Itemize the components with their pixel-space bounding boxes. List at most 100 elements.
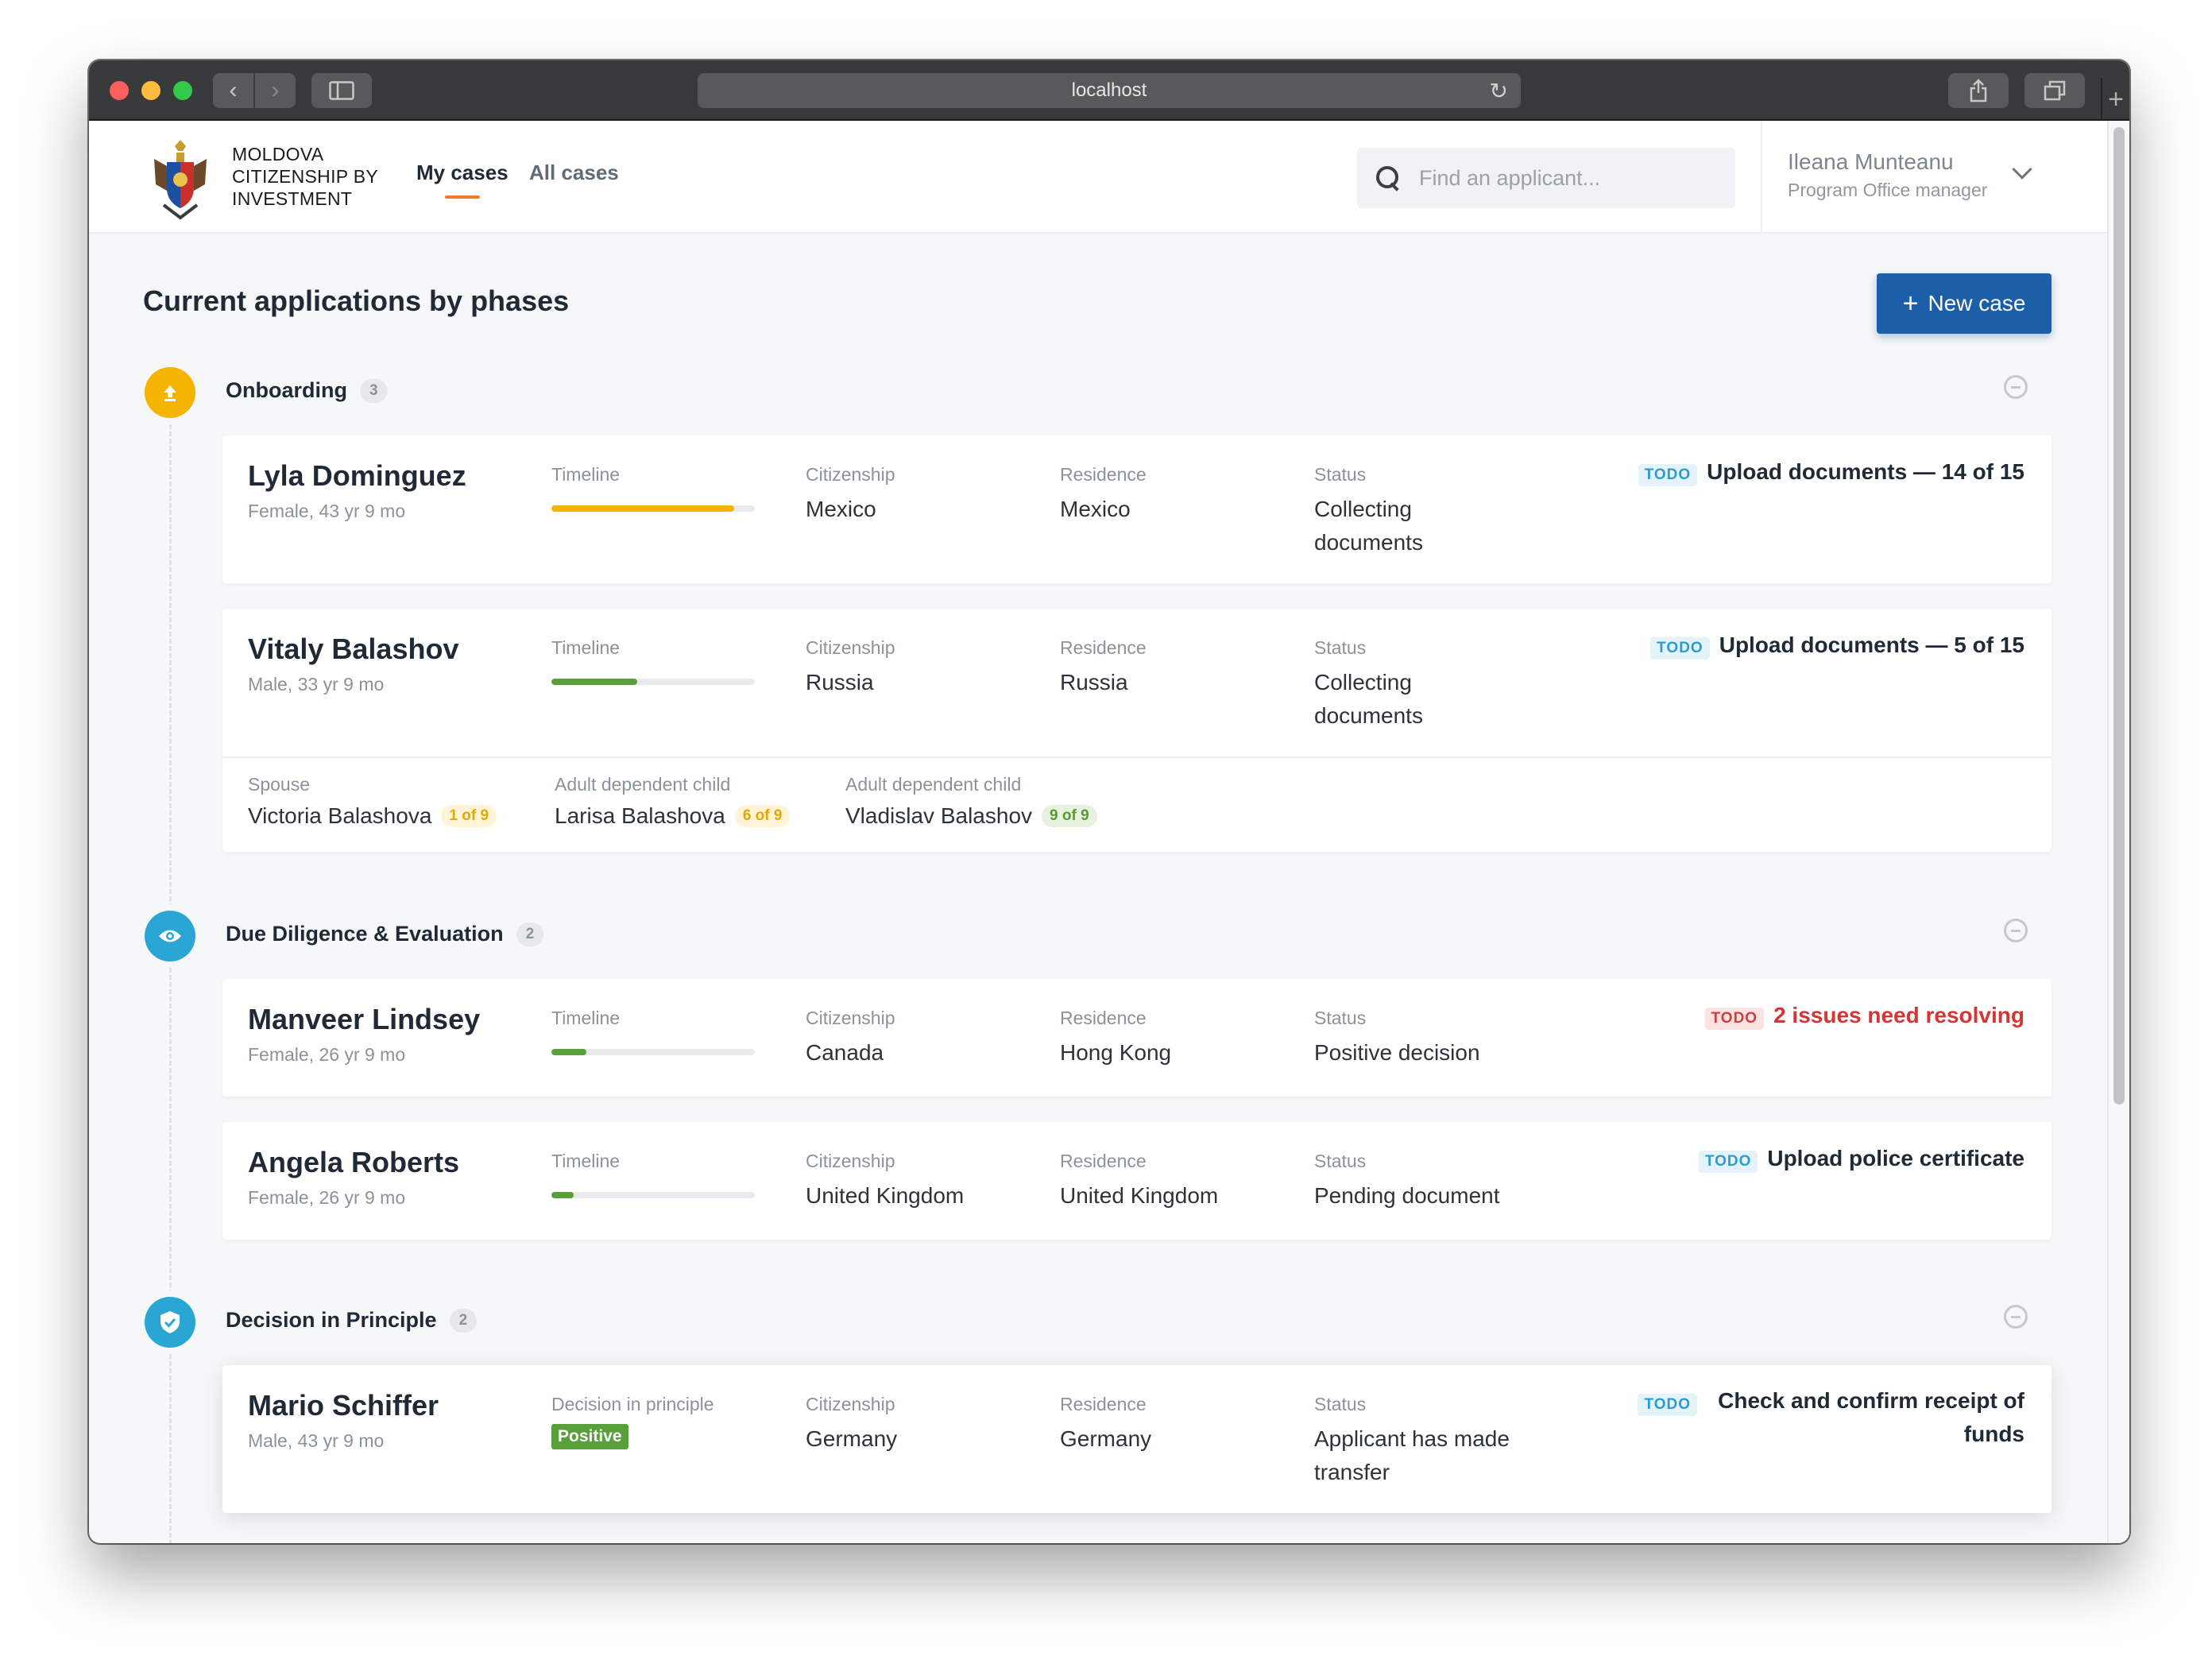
todo-text: Upload police certificate: [1767, 1146, 2024, 1170]
status-value: Collecting documents: [1314, 497, 1423, 555]
todo-action[interactable]: TODO Check and confirm receipt of funds: [1611, 1388, 2024, 1451]
dependent-label: Adult dependent child: [845, 774, 1022, 795]
applicant-name[interactable]: Manveer Lindsey: [248, 1003, 481, 1035]
dependent-child[interactable]: Adult dependent child Vladislav Balashov…: [845, 774, 1097, 829]
sidebar-toggle-button[interactable]: [311, 73, 372, 108]
plus-icon: +: [1902, 288, 1919, 319]
nav-my-cases[interactable]: My cases: [416, 161, 509, 199]
todo-text: Upload documents — 5 of 15: [1719, 633, 2024, 657]
todo-action[interactable]: TODO Upload documents — 14 of 15: [1638, 459, 2024, 486]
timeline-progress-fill: [551, 1192, 574, 1198]
dependent-progress-badge: 1 of 9: [441, 805, 497, 827]
history-nav: ‹ ›: [213, 73, 296, 108]
citizenship-value: Germany: [806, 1426, 898, 1451]
applicant-details: Female, 26 yr 9 mo: [248, 1044, 406, 1065]
citizenship-value: United Kingdom: [806, 1183, 965, 1208]
search-icon: [1375, 164, 1402, 192]
new-case-button[interactable]: + New case: [1877, 273, 2052, 334]
status-value: Positive decision: [1314, 1040, 1480, 1065]
case-card[interactable]: Lyla Dominguez Female, 43 yr 9 mo Timeli…: [222, 435, 2052, 583]
citizenship-value: Mexico: [806, 497, 876, 521]
close-window-button[interactable]: [110, 81, 129, 100]
search-input[interactable]: [1419, 165, 1721, 191]
user-name: Ileana Munteanu: [1788, 149, 1954, 174]
user-menu[interactable]: Ileana Munteanu Program Office manager: [1761, 121, 2047, 234]
applicant-name[interactable]: Lyla Dominguez: [248, 459, 466, 492]
decision-label: Decision in principle: [551, 1394, 714, 1414]
citizenship-label: Citizenship: [806, 637, 895, 658]
brand-line: INVESTMENT: [232, 188, 353, 209]
dependent-progress-badge: 9 of 9: [1042, 805, 1097, 827]
phase-name: Decision in Principle: [226, 1308, 437, 1332]
timeline-progress-fill: [551, 505, 735, 512]
todo-text: Check and confirm receipt of funds: [1718, 1388, 2024, 1446]
app-header: MOLDOVA CITIZENSHIP BY INVESTMENT My cas…: [89, 121, 2107, 234]
phase-title-due-diligence: Due Diligence & Evaluation 2: [226, 922, 544, 946]
timeline-progress-bar: [551, 1192, 755, 1198]
timeline-progress-fill: [551, 679, 637, 685]
dependent-child[interactable]: Adult dependent child Larisa Balashova 6…: [555, 774, 791, 829]
applicant-name[interactable]: Mario Schiffer: [248, 1389, 439, 1422]
url-text: localhost: [1071, 79, 1147, 101]
timeline-progress-fill: [551, 1049, 586, 1055]
forward-arrow-icon[interactable]: ›: [271, 77, 280, 103]
collapse-phase-icon[interactable]: [2004, 375, 2028, 399]
dependent-label: Adult dependent child: [555, 774, 731, 795]
applicant-name[interactable]: Angela Roberts: [248, 1146, 460, 1178]
upload-icon: [145, 367, 195, 418]
address-bar[interactable]: localhost ↻: [698, 73, 1521, 108]
back-arrow-icon[interactable]: ‹: [229, 77, 238, 103]
dependent-label: Spouse: [248, 774, 311, 795]
residence-label: Residence: [1060, 464, 1147, 485]
phase-count-badge: 2: [516, 922, 544, 946]
applicant-details: Female, 43 yr 9 mo: [248, 501, 406, 521]
nav-all-cases[interactable]: All cases: [529, 161, 619, 184]
residence-value: Russia: [1060, 670, 1128, 695]
applicant-details: Male, 43 yr 9 mo: [248, 1430, 385, 1451]
timeline-progress-bar: [551, 505, 755, 512]
citizenship-label: Citizenship: [806, 1008, 895, 1028]
todo-action[interactable]: TODO Upload police certificate: [1698, 1146, 2024, 1173]
citizenship-value: Canada: [806, 1040, 884, 1065]
todo-badge: TODO: [1650, 637, 1710, 660]
share-button[interactable]: [1948, 73, 2009, 108]
share-icon: [1970, 79, 1987, 103]
case-card[interactable]: Mario Schiffer Male, 43 yr 9 mo Decision…: [222, 1365, 2052, 1513]
sidebar-icon: [329, 81, 354, 100]
case-card[interactable]: Manveer Lindsey Female, 26 yr 9 mo Timel…: [222, 979, 2052, 1097]
timeline-label: Timeline: [551, 1008, 621, 1028]
reload-icon[interactable]: ↻: [1489, 79, 1508, 103]
status-label: Status: [1314, 637, 1367, 658]
phase-title-onboarding: Onboarding 3: [226, 378, 388, 403]
todo-action[interactable]: TODO Upload documents — 5 of 15: [1650, 633, 2024, 660]
collapse-phase-icon[interactable]: [2004, 1305, 2028, 1329]
brand-line: MOLDOVA: [232, 144, 324, 164]
status-label: Status: [1314, 1394, 1367, 1414]
phase-title-decision-in-principle: Decision in Principle 2: [226, 1308, 478, 1333]
shield-check-icon: [145, 1297, 195, 1348]
chevron-down-icon[interactable]: [2012, 159, 2032, 180]
minimize-window-button[interactable]: [141, 81, 160, 100]
timeline-label: Timeline: [551, 637, 621, 658]
dependents-row: Spouse Victoria Balashova 1 of 9 Adult d…: [222, 756, 2052, 852]
applicant-details: Male, 33 yr 9 mo: [248, 674, 385, 695]
brand-line: CITIZENSHIP BY: [232, 166, 378, 187]
todo-action[interactable]: TODO 2 issues need resolving: [1704, 1003, 2024, 1030]
applicant-name[interactable]: Vitaly Balashov: [248, 633, 459, 665]
dependent-spouse[interactable]: Spouse Victoria Balashova 1 of 9: [248, 774, 497, 829]
zoom-window-button[interactable]: [173, 81, 192, 100]
new-tab-button[interactable]: +: [2101, 78, 2129, 121]
status-value: Pending document: [1314, 1183, 1500, 1208]
scrollbar-thumb[interactable]: [2113, 127, 2125, 1105]
residence-value: United Kingdom: [1060, 1183, 1219, 1208]
status-label: Status: [1314, 464, 1367, 485]
status-label: Status: [1314, 1151, 1367, 1171]
collapse-phase-icon[interactable]: [2004, 919, 2028, 942]
case-card[interactable]: Vitaly Balashov Male, 33 yr 9 mo Timelin…: [222, 609, 2052, 852]
todo-badge: TODO: [1638, 464, 1698, 486]
dependent-name: Vladislav Balashov: [845, 803, 1033, 828]
case-card[interactable]: Angela Roberts Female, 26 yr 9 mo Timeli…: [222, 1122, 2052, 1240]
phase-name: Due Diligence & Evaluation: [226, 922, 504, 946]
tabs-overview-button[interactable]: [2024, 73, 2085, 108]
search-box: [1357, 148, 1735, 208]
